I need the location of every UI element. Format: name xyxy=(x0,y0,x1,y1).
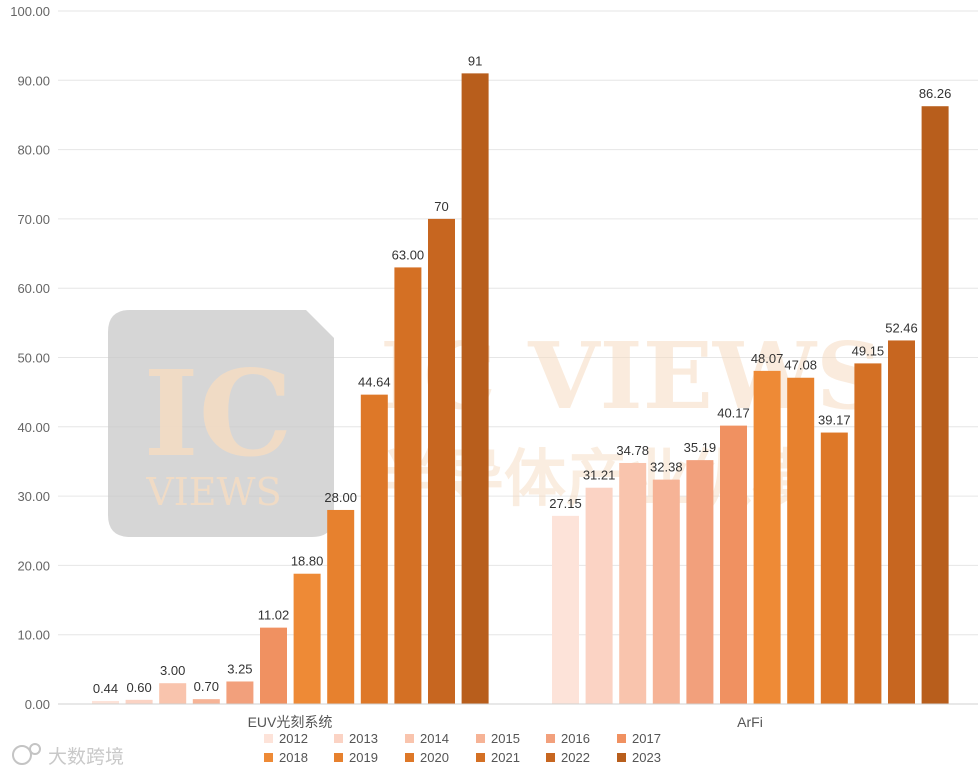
bar-2018-euv xyxy=(293,573,321,704)
watermark-logo-sub: VIEWS xyxy=(145,470,281,514)
y-tick-label: 90.00 xyxy=(17,73,50,88)
bar-2021-arfi xyxy=(854,363,882,704)
data-label: 47.08 xyxy=(784,358,817,373)
legend-label: 2015 xyxy=(491,731,520,746)
data-label: 27.15 xyxy=(549,496,582,511)
legend-label: 2016 xyxy=(561,731,590,746)
legend-swatch xyxy=(617,734,626,743)
data-label: 86.26 xyxy=(919,86,952,101)
bar-2020-arfi xyxy=(820,432,848,704)
bar-2020-euv xyxy=(360,394,388,704)
y-tick-label: 70.00 xyxy=(17,212,50,227)
legend-label: 2013 xyxy=(349,731,378,746)
legend-label: 2012 xyxy=(279,731,308,746)
bar-2012-euv xyxy=(92,700,119,704)
y-tick-label: 80.00 xyxy=(17,143,50,158)
data-label: 31.21 xyxy=(583,468,616,483)
data-label: 0.60 xyxy=(126,680,151,695)
data-label: 34.78 xyxy=(616,443,649,458)
legend-label: 2022 xyxy=(561,750,590,765)
category-label-euv: EUV光刻系统 xyxy=(248,714,333,730)
legend-swatch xyxy=(476,753,485,762)
category-label-arfi: ArFi xyxy=(737,714,763,730)
y-axis-tick-labels: 0.00 10.00 20.00 30.00 40.00 50.00 60.00 70.00 8… xyxy=(10,4,50,712)
legend-swatch xyxy=(405,734,414,743)
bar-2013-arfi xyxy=(585,487,613,704)
bar-2015-euv xyxy=(192,699,220,704)
bar-2019-arfi xyxy=(787,377,815,704)
legend-swatch xyxy=(617,753,626,762)
legend-swatch xyxy=(334,734,343,743)
legend: 2012 2013 2014 2015 2016 2017 2018 2019 2020 2021… xyxy=(264,731,661,765)
bar-2015-arfi xyxy=(652,479,680,704)
legend-swatch xyxy=(476,734,485,743)
legend-swatch xyxy=(264,734,273,743)
bar-2013-euv xyxy=(125,699,153,704)
data-labels: 0.44 27.15 0.60 31.21 3.00 34.78 0.70 32.38 3.25… xyxy=(93,53,952,696)
bar-2016-euv xyxy=(226,681,254,704)
data-label: 91 xyxy=(468,53,482,68)
bar-2021-euv xyxy=(394,267,422,704)
legend-label: 2021 xyxy=(491,750,520,765)
y-tick-label: 10.00 xyxy=(17,628,50,643)
bars xyxy=(92,73,949,705)
bar-2017-arfi xyxy=(720,425,747,704)
bar-2023-euv xyxy=(461,73,489,705)
data-label: 3.25 xyxy=(227,661,252,676)
legend-label: 2014 xyxy=(420,731,449,746)
data-label: 3.00 xyxy=(160,663,185,678)
data-label: 63.00 xyxy=(392,247,425,262)
source-mark: 大数跨境 xyxy=(12,743,124,768)
bar-2018-arfi xyxy=(753,370,781,704)
bar-2022-euv xyxy=(428,218,455,704)
data-label: 0.44 xyxy=(93,681,118,696)
legend-swatch xyxy=(264,753,273,762)
watermark-logo-text: IC xyxy=(143,344,292,483)
data-label: 0.70 xyxy=(194,679,219,694)
y-tick-label: 20.00 xyxy=(17,558,50,573)
bar-2014-arfi xyxy=(619,462,647,704)
data-label: 70 xyxy=(434,199,448,214)
bar-2012-arfi xyxy=(552,515,579,704)
bar-2019-euv xyxy=(327,509,355,704)
legend-label: 2023 xyxy=(632,750,661,765)
bar-2023-arfi xyxy=(921,106,949,704)
source-mark-text: 大数跨境 xyxy=(48,746,124,768)
y-tick-label: 100.00 xyxy=(10,4,50,19)
legend-label: 2017 xyxy=(632,731,661,746)
y-tick-label: 60.00 xyxy=(17,281,50,296)
data-label: 49.15 xyxy=(852,343,885,358)
source-mark-icon xyxy=(12,745,32,765)
bar-2016-arfi xyxy=(686,460,714,704)
data-label: 39.17 xyxy=(818,413,851,428)
legend-label: 2019 xyxy=(349,750,378,765)
data-label: 18.80 xyxy=(291,554,324,569)
bar-2022-arfi xyxy=(888,340,915,704)
data-label: 40.17 xyxy=(717,406,750,421)
data-label: 52.46 xyxy=(885,320,918,335)
bar-2017-euv xyxy=(260,627,287,704)
y-tick-label: 40.00 xyxy=(17,420,50,435)
watermark-logo-tile xyxy=(108,310,334,537)
y-tick-label: 30.00 xyxy=(17,489,50,504)
data-label: 32.38 xyxy=(650,460,683,475)
data-label: 48.07 xyxy=(751,351,784,366)
data-label: 28.00 xyxy=(324,490,357,505)
y-tick-label: 0.00 xyxy=(25,697,50,712)
data-label: 44.64 xyxy=(358,375,391,390)
legend-label: 2018 xyxy=(279,750,308,765)
y-tick-label: 50.00 xyxy=(17,351,50,366)
legend-label: 2020 xyxy=(420,750,449,765)
data-label: 11.02 xyxy=(258,608,290,623)
legend-swatch xyxy=(405,753,414,762)
source-mark-icon-dot xyxy=(29,743,41,755)
legend-swatch xyxy=(334,753,343,762)
data-label: 35.19 xyxy=(684,440,717,455)
legend-swatch xyxy=(546,734,555,743)
bar-2014-euv xyxy=(159,683,187,704)
legend-swatch xyxy=(546,753,555,762)
